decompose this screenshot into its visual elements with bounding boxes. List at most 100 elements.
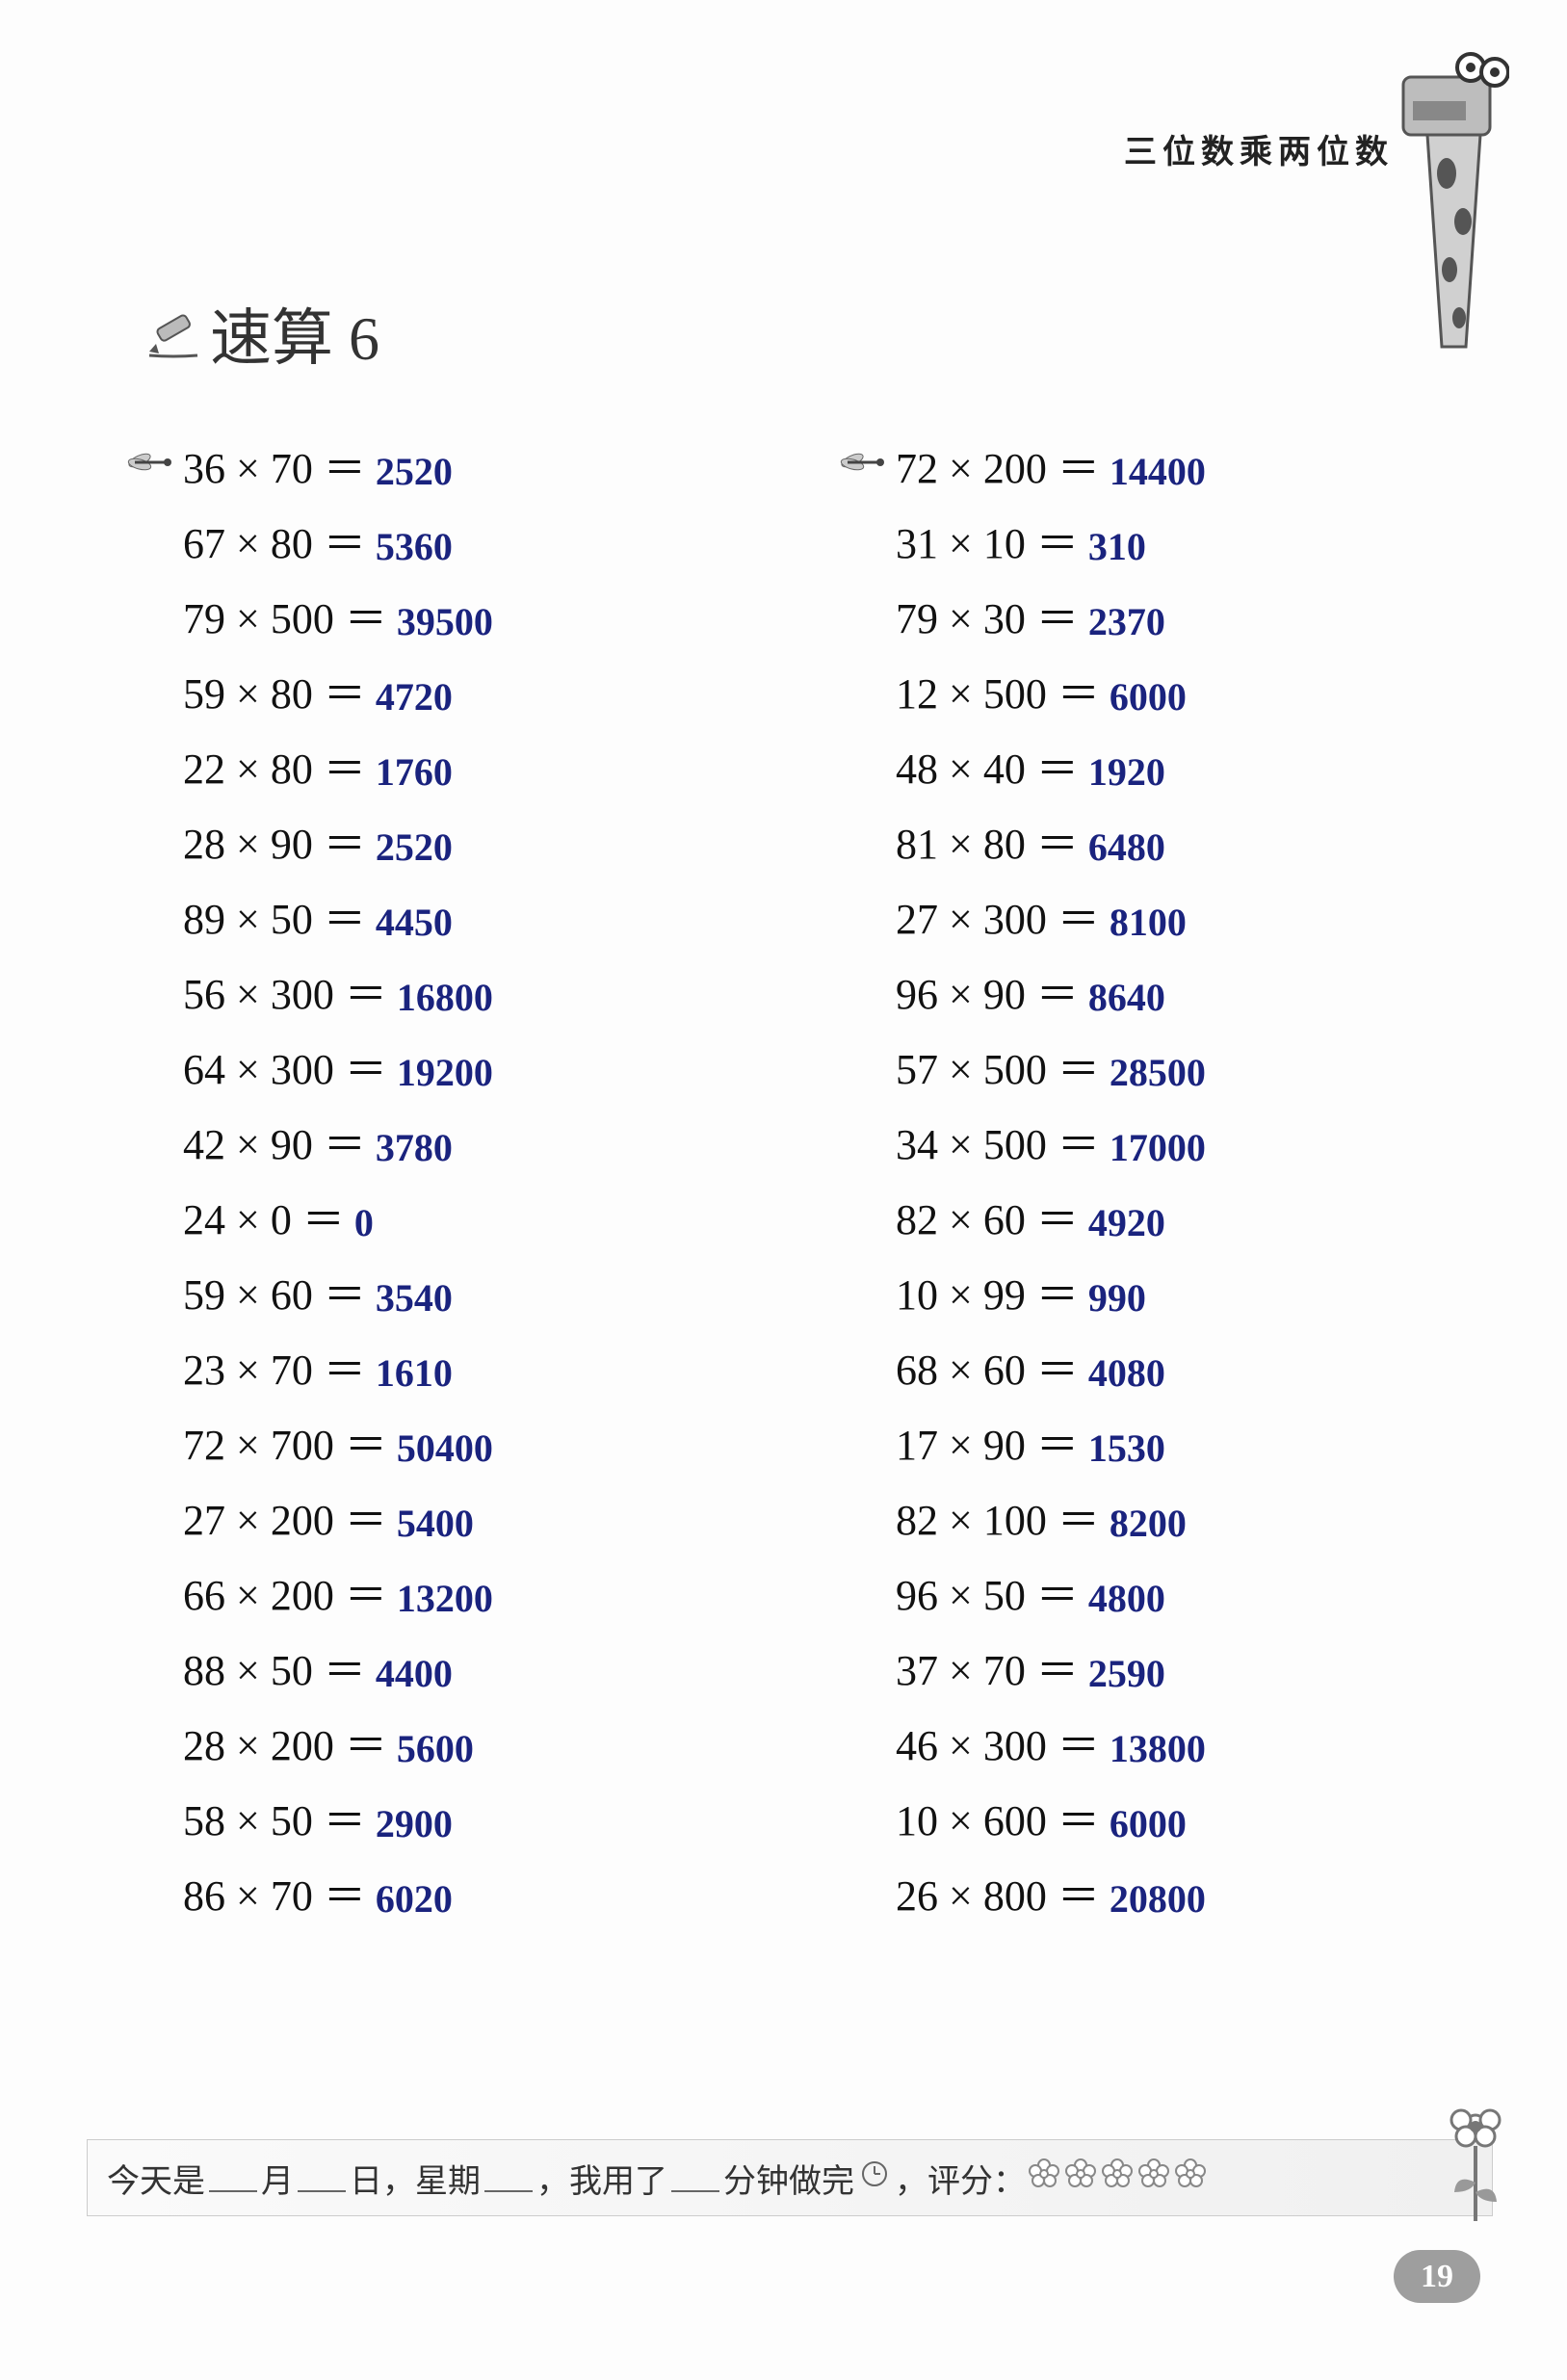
problem-row: 96 × 50 ＝4800	[838, 1560, 1454, 1635]
problem-row: 24 × 0 ＝0	[125, 1185, 742, 1260]
problem-expression: 12 × 500 ＝	[896, 659, 1100, 720]
problem-answer: 13800	[1110, 1726, 1206, 1771]
problem-answer: 1920	[1088, 749, 1165, 795]
problem-expression: 42 × 90 ＝	[183, 1110, 366, 1171]
problem-row: 58 × 50 ＝2900	[125, 1786, 742, 1861]
right-column: 72 × 200 ＝1440031 × 10 ＝31079 × 30 ＝2370…	[838, 433, 1454, 1936]
problem-row: 72 × 200 ＝14400	[838, 433, 1454, 509]
problem-expression: 34 × 500 ＝	[896, 1110, 1100, 1171]
problem-answer: 2370	[1088, 599, 1165, 644]
problem-expression: 68 × 60 ＝	[896, 1335, 1079, 1397]
problem-answer: 1760	[376, 749, 453, 795]
problem-row: 56 × 300 ＝16800	[125, 959, 742, 1034]
problem-answer: 4720	[376, 674, 453, 719]
flower-corner-icon	[1437, 2096, 1514, 2245]
problem-expression: 10 × 99 ＝	[896, 1260, 1079, 1321]
month-blank[interactable]	[209, 2163, 257, 2192]
problem-expression: 58 × 50 ＝	[183, 1786, 366, 1847]
problem-row: 79 × 500 ＝39500	[125, 584, 742, 659]
weekday-blank[interactable]	[484, 2163, 533, 2192]
problem-expression: 82 × 100 ＝	[896, 1485, 1100, 1547]
problem-expression: 48 × 40 ＝	[896, 734, 1079, 796]
problem-row: 66 × 200 ＝13200	[125, 1560, 742, 1635]
problem-expression: 57 × 500 ＝	[896, 1034, 1100, 1096]
problem-answer: 5360	[376, 524, 453, 569]
problem-expression: 24 × 0 ＝	[183, 1185, 345, 1246]
problem-expression: 67 × 80 ＝	[183, 509, 366, 570]
dragonfly-icon	[125, 441, 173, 490]
problem-expression: 26 × 800 ＝	[896, 1861, 1100, 1922]
problem-row: 96 × 90 ＝8640	[838, 959, 1454, 1034]
chapter-label: 三位数乘两位数	[1124, 125, 1394, 172]
problem-expression: 72 × 700 ＝	[183, 1410, 387, 1472]
title-row: 速算 6	[144, 289, 379, 378]
problem-answer: 3540	[376, 1275, 453, 1321]
problem-expression: 88 × 50 ＝	[183, 1635, 366, 1697]
problem-row: 23 × 70 ＝1610	[125, 1335, 742, 1410]
minutes-blank[interactable]	[671, 2163, 719, 2192]
footer-day-suffix: 日，	[350, 2155, 415, 2202]
problem-expression: 31 × 10 ＝	[896, 509, 1079, 570]
problem-expression: 96 × 50 ＝	[896, 1560, 1079, 1622]
problem-expression: 22 × 80 ＝	[183, 734, 366, 796]
problem-expression: 27 × 300 ＝	[896, 884, 1100, 946]
footer-bar: 今天是 月 日， 星期 ，我用了 分钟做完 ，评分：	[87, 2139, 1493, 2216]
rating-flower-icon[interactable]	[1028, 2158, 1060, 2199]
problem-expression: 96 × 90 ＝	[896, 959, 1079, 1021]
worksheet-title: 速算 6	[210, 289, 379, 378]
problem-expression: 66 × 200 ＝	[183, 1560, 387, 1622]
problem-answer: 8100	[1110, 900, 1187, 945]
problem-answer: 28500	[1110, 1050, 1206, 1095]
problem-row: 57 × 500 ＝28500	[838, 1034, 1454, 1110]
rating-flower-icon[interactable]	[1174, 2158, 1207, 2199]
worksheet-page: 三位数乘两位数 速算 6 36 × 70 ＝252067 × 80 ＝5	[0, 0, 1567, 2380]
problem-row: 27 × 300 ＝8100	[838, 884, 1454, 959]
problem-expression: 59 × 60 ＝	[183, 1260, 366, 1321]
problem-row: 81 × 80 ＝6480	[838, 809, 1454, 884]
rating-flower-icon[interactable]	[1101, 2158, 1134, 2199]
problem-answer: 3780	[376, 1125, 453, 1170]
page-number: 19	[1421, 2259, 1453, 2295]
problem-answer: 8640	[1088, 975, 1165, 1020]
problem-row: 27 × 200 ＝5400	[125, 1485, 742, 1560]
problem-expression: 59 × 80 ＝	[183, 659, 366, 720]
problem-expression: 82 × 60 ＝	[896, 1185, 1079, 1246]
problem-row: 31 × 10 ＝310	[838, 509, 1454, 584]
problem-answer: 2900	[376, 1801, 453, 1846]
problem-row: 82 × 60 ＝4920	[838, 1185, 1454, 1260]
problem-row: 12 × 500 ＝6000	[838, 659, 1454, 734]
problem-row: 26 × 800 ＝20800	[838, 1861, 1454, 1936]
footer-month-suffix: 月	[261, 2155, 294, 2202]
page-number-badge: 19	[1394, 2250, 1480, 2303]
problem-row: 79 × 30 ＝2370	[838, 584, 1454, 659]
problem-row: 72 × 700 ＝50400	[125, 1410, 742, 1485]
problem-expression: 27 × 200 ＝	[183, 1485, 387, 1547]
problem-row: 28 × 200 ＝5600	[125, 1711, 742, 1786]
problem-answer: 5400	[397, 1501, 474, 1546]
footer-rating-prefix: ，评分：	[895, 2155, 1026, 2202]
problem-row: 59 × 80 ＝4720	[125, 659, 742, 734]
day-blank[interactable]	[298, 2163, 346, 2192]
problem-row: 42 × 90 ＝3780	[125, 1110, 742, 1185]
problem-expression: 79 × 30 ＝	[896, 584, 1079, 645]
problem-row: 68 × 60 ＝4080	[838, 1335, 1454, 1410]
problem-answer: 4450	[376, 900, 453, 945]
problem-expression: 81 × 80 ＝	[896, 809, 1079, 871]
problem-expression: 36 × 70 ＝	[183, 433, 366, 495]
problem-expression: 46 × 300 ＝	[896, 1711, 1100, 1772]
problem-answer: 14400	[1110, 449, 1206, 494]
problem-row: 89 × 50 ＝4450	[125, 884, 742, 959]
problem-row: 86 × 70 ＝6020	[125, 1861, 742, 1936]
problem-row: 17 × 90 ＝1530	[838, 1410, 1454, 1485]
problem-row: 10 × 600 ＝6000	[838, 1786, 1454, 1861]
rating-flower-icon[interactable]	[1137, 2158, 1170, 2199]
problem-answer: 5600	[397, 1726, 474, 1771]
problem-row: 59 × 60 ＝3540	[125, 1260, 742, 1335]
problem-answer: 4080	[1088, 1350, 1165, 1396]
problem-expression: 23 × 70 ＝	[183, 1335, 366, 1397]
rating-flower-icon[interactable]	[1064, 2158, 1097, 2199]
problem-answer: 1530	[1088, 1425, 1165, 1471]
scan-edge-artifact	[0, 0, 29, 2380]
problem-answer: 39500	[397, 599, 493, 644]
problem-answer: 17000	[1110, 1125, 1206, 1170]
